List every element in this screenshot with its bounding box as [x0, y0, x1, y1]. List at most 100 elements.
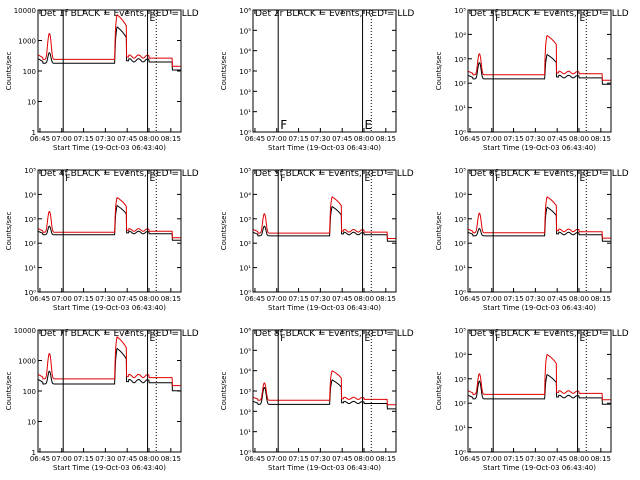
y-axis-label: Counts/sec: [220, 52, 228, 91]
x-tick-label: 07:45: [332, 295, 352, 303]
x-tick-label: 07:45: [117, 295, 137, 303]
series-events: [38, 347, 181, 392]
panel-title: Det 4f BLACK = Events, RED = LLD: [40, 169, 199, 179]
x-tick-label: 08:15: [161, 455, 181, 463]
x-tick-label: 07:45: [332, 455, 352, 463]
series-lld: [253, 370, 396, 406]
panel-title: Det 9f BLACK = Events, RED = LLD: [470, 329, 629, 339]
marker-label: F: [495, 174, 500, 184]
y-tick-label: 10²: [239, 88, 251, 96]
y-tick-label: 10¹: [239, 265, 251, 273]
x-axis-label: Start Time (19-Oct-03 06:43:40): [268, 464, 381, 472]
x-tick-label: 08:00: [569, 295, 589, 303]
x-tick-label: 08:15: [376, 295, 396, 303]
y-tick-label: 10²: [454, 240, 466, 248]
y-tick-label: 10³: [239, 388, 251, 396]
marker-label: E: [150, 334, 156, 344]
y-tick-label: 10⁶: [239, 7, 251, 15]
panel-1: Det 1f BLACK = Events, RED = LLD 1 10 100 10…: [5, 7, 199, 152]
plot-frame: [37, 329, 182, 453]
y-tick-label: 10¹: [24, 265, 36, 273]
panel-6: Det 6f BLACK = Events, RED = LLD 10⁰ 10¹ 10…: [435, 167, 629, 312]
x-tick-label: 07:30: [525, 295, 545, 303]
x-tick-label: 07:00: [267, 295, 287, 303]
series-events: [38, 204, 181, 241]
x-tick-label: 07:00: [482, 295, 502, 303]
x-tick-label: 07:30: [95, 295, 115, 303]
marker-label: F: [280, 334, 285, 344]
panel-8: Det 8f BLACK = Events, RED = LLD 10⁰ 10¹ 10…: [220, 327, 414, 472]
x-tick-label: 07:30: [95, 135, 115, 143]
y-tick-label: 10⁰: [454, 129, 466, 137]
x-tick-label: 07:45: [332, 135, 352, 143]
y-tick-label: 10: [27, 99, 36, 107]
x-tick-label: 08:15: [591, 455, 611, 463]
series-events: [468, 53, 611, 85]
panel-title: Det 1f BLACK = Events, RED = LLD: [40, 9, 199, 19]
marker-label: F: [280, 174, 285, 184]
x-tick-label: 06:45: [30, 455, 50, 463]
panel-9: Det 9f BLACK = Events, RED = LLD 10⁰ 10¹ 10…: [435, 327, 629, 472]
x-tick-label: 08:00: [139, 135, 159, 143]
y-tick-label: 10000: [14, 327, 36, 335]
y-tick-label: 10⁴: [239, 191, 251, 199]
y-tick-label: 10⁰: [24, 289, 36, 297]
y-tick-label: 10⁵: [24, 167, 36, 175]
marker-label: E: [580, 334, 586, 344]
x-tick-label: 07:30: [95, 455, 115, 463]
x-tick-label: 07:45: [547, 295, 567, 303]
plot-frame: [252, 9, 397, 133]
x-tick-label: 06:45: [460, 135, 480, 143]
x-tick-label: 07:00: [267, 135, 287, 143]
y-tick-label: 10⁵: [239, 347, 251, 355]
series-lld: [468, 196, 611, 239]
y-axis-label: Counts/sec: [5, 372, 13, 411]
marker-label: E: [365, 334, 371, 344]
marker-label: E: [365, 118, 373, 132]
x-tick-label: 07:15: [503, 295, 523, 303]
x-tick-label: 07:00: [52, 455, 72, 463]
x-tick-label: 07:45: [547, 135, 567, 143]
series-events: [253, 379, 396, 410]
marker-label: E: [580, 174, 586, 184]
y-tick-label: 10⁵: [454, 7, 466, 15]
y-axis-label: Counts/sec: [435, 372, 443, 411]
y-tick-label: 10²: [239, 408, 251, 416]
panel-title: Det 3f BLACK = Events, RED = LLD: [470, 9, 629, 19]
panel-title: Det 8f BLACK = Events, RED = LLD: [255, 329, 414, 339]
y-tick-label: 10³: [454, 56, 466, 64]
marker-label: E: [150, 14, 156, 24]
x-tick-label: 07:30: [525, 455, 545, 463]
series-lld: [468, 353, 611, 401]
y-tick-label: 10³: [454, 216, 466, 224]
y-tick-label: 1: [32, 129, 36, 137]
x-tick-label: 07:00: [482, 135, 502, 143]
y-tick-label: 1000: [18, 358, 36, 366]
y-tick-label: 10³: [454, 376, 466, 384]
y-tick-label: 10²: [454, 80, 466, 88]
y-tick-label: 10⁴: [239, 48, 251, 56]
y-tick-label: 10⁴: [454, 351, 466, 359]
marker-label: E: [580, 14, 586, 24]
x-tick-label: 08:15: [591, 295, 611, 303]
x-tick-label: 08:15: [376, 135, 396, 143]
x-tick-label: 08:15: [376, 455, 396, 463]
x-tick-label: 06:45: [245, 295, 265, 303]
plot-frame: [467, 329, 612, 453]
x-tick-label: 07:15: [503, 455, 523, 463]
marker-label: F: [65, 174, 70, 184]
series-lld: [38, 14, 181, 67]
y-tick-label: 100: [23, 388, 36, 396]
y-axis-label: Counts/sec: [435, 52, 443, 91]
y-axis-label: Counts/sec: [220, 372, 228, 411]
series-events: [468, 206, 611, 242]
marker-label: F: [495, 14, 500, 24]
y-tick-label: 10⁰: [239, 289, 251, 297]
y-tick-label: 10⁵: [454, 167, 466, 175]
series-lld: [253, 196, 396, 239]
x-axis-label: Start Time (19-Oct-03 06:43:40): [53, 144, 166, 152]
x-tick-label: 06:45: [460, 455, 480, 463]
panel-4: Det 4f BLACK = Events, RED = LLD 10⁰ 10¹ 10…: [5, 167, 199, 312]
series-lld: [468, 34, 611, 81]
